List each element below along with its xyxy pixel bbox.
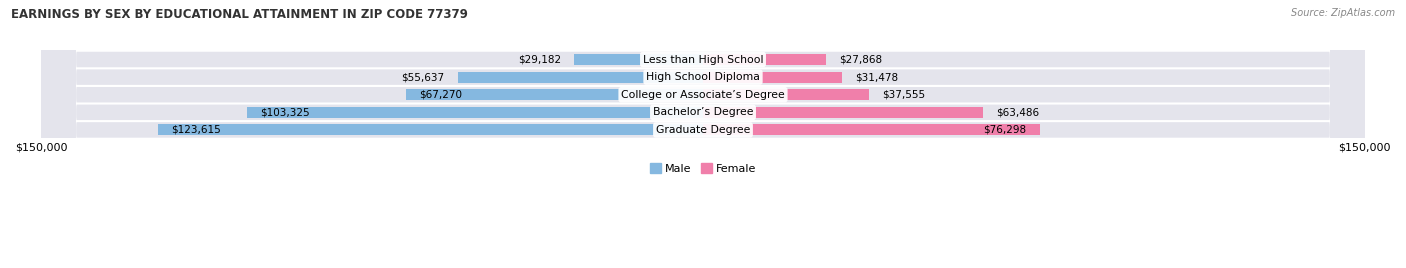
- Legend: Male, Female: Male, Female: [645, 158, 761, 178]
- FancyBboxPatch shape: [41, 0, 1365, 268]
- Text: $103,325: $103,325: [260, 107, 311, 117]
- Text: $31,478: $31,478: [855, 72, 898, 82]
- Text: $29,182: $29,182: [517, 54, 561, 65]
- Text: $67,270: $67,270: [419, 90, 463, 100]
- FancyBboxPatch shape: [41, 0, 1365, 268]
- Bar: [703, 89, 869, 100]
- Bar: [703, 54, 825, 65]
- Text: Graduate Degree: Graduate Degree: [655, 125, 751, 135]
- Bar: [406, 89, 703, 100]
- Bar: [703, 72, 842, 83]
- Text: $55,637: $55,637: [401, 72, 444, 82]
- FancyBboxPatch shape: [41, 0, 1365, 268]
- Bar: [703, 124, 1039, 135]
- Text: $37,555: $37,555: [882, 90, 925, 100]
- Text: EARNINGS BY SEX BY EDUCATIONAL ATTAINMENT IN ZIP CODE 77379: EARNINGS BY SEX BY EDUCATIONAL ATTAINMEN…: [11, 8, 468, 21]
- Text: Bachelor’s Degree: Bachelor’s Degree: [652, 107, 754, 117]
- FancyBboxPatch shape: [41, 0, 1365, 268]
- Text: $76,298: $76,298: [983, 125, 1026, 135]
- Bar: [457, 72, 703, 83]
- Text: $27,868: $27,868: [839, 54, 883, 65]
- FancyBboxPatch shape: [41, 0, 1365, 268]
- Text: Source: ZipAtlas.com: Source: ZipAtlas.com: [1291, 8, 1395, 18]
- Text: $63,486: $63,486: [997, 107, 1039, 117]
- Text: $123,615: $123,615: [172, 125, 221, 135]
- Bar: [157, 124, 703, 135]
- Text: High School Diploma: High School Diploma: [647, 72, 759, 82]
- Bar: [574, 54, 703, 65]
- Bar: [703, 107, 983, 118]
- Bar: [247, 107, 703, 118]
- Text: Less than High School: Less than High School: [643, 54, 763, 65]
- Text: College or Associate’s Degree: College or Associate’s Degree: [621, 90, 785, 100]
